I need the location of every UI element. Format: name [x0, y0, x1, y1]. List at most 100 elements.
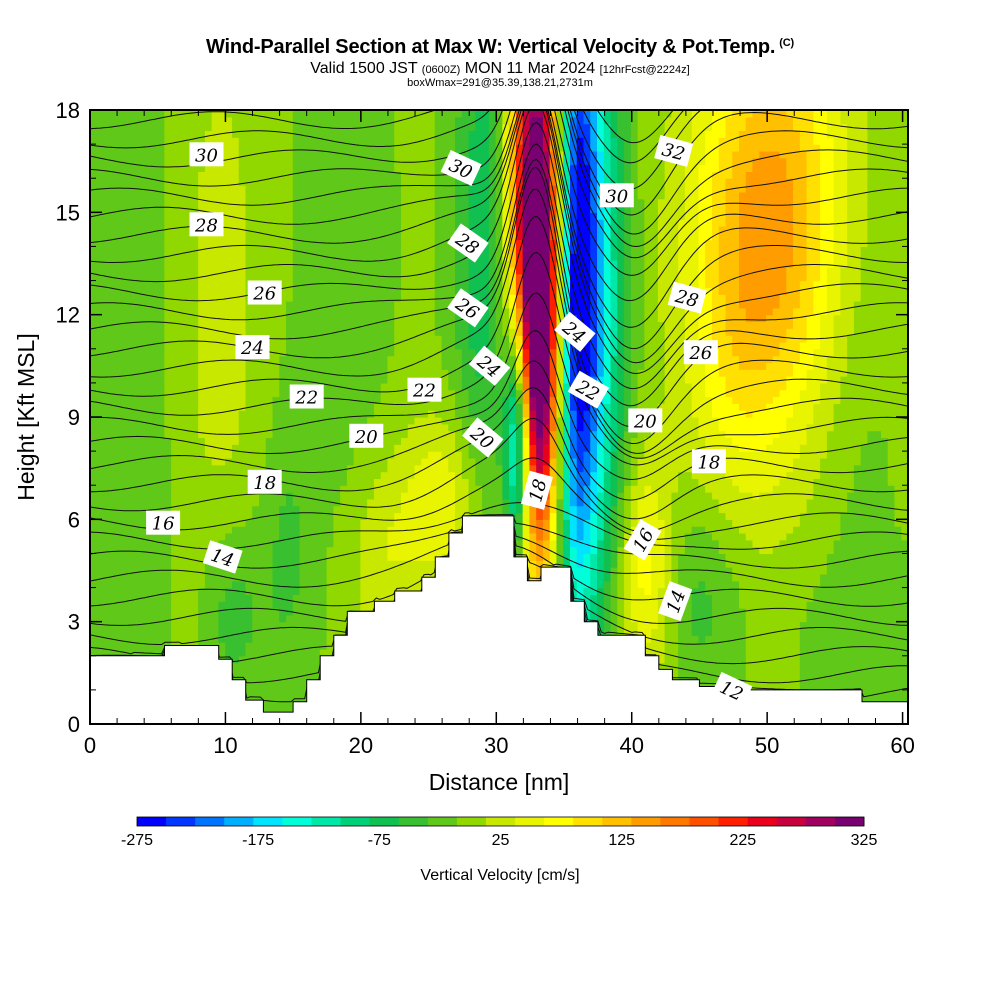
velocity-cell: [319, 260, 328, 268]
velocity-cell: [252, 314, 260, 323]
velocity-cell: [96, 205, 105, 213]
velocity-cell: [340, 198, 348, 207]
velocity-cell: [150, 430, 159, 439]
velocity-cell: [184, 171, 192, 179]
velocity-cell: [184, 294, 192, 302]
velocity-cell: [340, 594, 348, 602]
velocity-cell: [198, 430, 206, 439]
velocity-cell: [292, 198, 301, 207]
velocity-cell: [333, 178, 341, 186]
velocity-cell: [286, 150, 294, 159]
velocity-cell: [286, 185, 294, 193]
velocity-cell: [171, 628, 179, 636]
velocity-cell: [326, 212, 334, 220]
velocity-cell: [123, 601, 132, 609]
velocity-cell: [130, 382, 138, 391]
velocity-cell: [414, 225, 422, 234]
velocity-cell: [177, 212, 186, 220]
velocity-cell: [96, 526, 105, 534]
velocity-cell: [259, 396, 267, 404]
velocity-cell: [340, 253, 348, 261]
velocity-cell: [414, 273, 422, 282]
velocity-cell: [117, 628, 125, 636]
velocity-cell: [238, 410, 247, 418]
velocity-cell: [380, 519, 389, 527]
velocity-cell: [299, 526, 307, 534]
velocity-cell: [103, 157, 111, 166]
velocity-cell: [225, 485, 233, 493]
velocity-cell: [184, 301, 192, 309]
velocity-cell: [157, 642, 165, 650]
velocity-cell: [218, 137, 226, 145]
velocity-cell: [414, 260, 422, 268]
velocity-cell: [333, 587, 341, 595]
velocity-cell: [211, 580, 220, 589]
velocity-cell: [387, 178, 395, 186]
velocity-cell: [90, 628, 98, 636]
velocity-cell: [400, 417, 409, 425]
velocity-cell: [177, 348, 186, 357]
velocity-cell: [360, 403, 368, 411]
velocity-cell: [150, 321, 159, 329]
velocity-cell: [265, 669, 274, 677]
velocity-cell: [117, 232, 125, 241]
velocity-cell: [367, 505, 375, 514]
velocity-cell: [400, 280, 409, 288]
velocity-cell: [299, 567, 307, 575]
velocity-cell: [259, 648, 267, 657]
velocity-cell: [414, 191, 422, 200]
velocity-cell: [333, 348, 341, 357]
velocity-cell: [225, 417, 233, 425]
velocity-cell: [225, 307, 233, 316]
velocity-cell: [177, 205, 186, 213]
velocity-cell: [184, 464, 192, 473]
velocity-cell: [211, 232, 220, 241]
velocity-cell: [407, 410, 416, 418]
velocity-cell: [387, 376, 395, 384]
velocity-cell: [421, 287, 429, 295]
velocity-cell: [211, 389, 220, 398]
velocity-cell: [238, 130, 247, 138]
velocity-cell: [326, 232, 334, 241]
velocity-cell: [340, 573, 348, 582]
velocity-cell: [259, 369, 267, 377]
velocity-cell: [326, 164, 334, 172]
velocity-cell: [434, 546, 443, 555]
velocity-cell: [353, 464, 362, 473]
velocity-cell: [394, 191, 402, 200]
velocity-cell: [252, 621, 260, 630]
velocity-cell: [434, 369, 443, 377]
velocity-cell: [340, 130, 348, 138]
velocity-cell: [177, 294, 186, 302]
velocity-cell: [333, 389, 341, 398]
velocity-cell: [319, 410, 328, 418]
velocity-cell: [177, 253, 186, 261]
velocity-cell: [150, 396, 159, 404]
velocity-cell: [177, 301, 186, 309]
velocity-cell: [130, 253, 138, 261]
velocity-cell: [225, 464, 233, 473]
velocity-cell: [380, 573, 389, 582]
velocity-cell: [428, 232, 436, 241]
velocity-cell: [123, 410, 132, 418]
velocity-cell: [455, 321, 463, 329]
velocity-cell: [340, 355, 348, 364]
velocity-cell: [117, 389, 125, 398]
velocity-cell: [103, 198, 111, 207]
velocity-cell: [245, 178, 253, 186]
velocity-cell: [265, 260, 274, 268]
velocity-cell: [164, 546, 172, 555]
velocity-cell: [326, 287, 334, 295]
velocity-cell: [313, 307, 321, 316]
velocity-cell: [103, 164, 111, 172]
velocity-cell: [110, 314, 118, 323]
velocity-cell: [319, 307, 328, 316]
velocity-cell: [353, 266, 362, 275]
velocity-cell: [90, 423, 98, 432]
velocity-cell: [238, 355, 247, 364]
velocity-cell: [448, 130, 456, 138]
velocity-cell: [306, 444, 314, 452]
velocity-cell: [299, 655, 307, 664]
velocity-cell: [387, 437, 395, 445]
velocity-cell: [387, 526, 395, 534]
